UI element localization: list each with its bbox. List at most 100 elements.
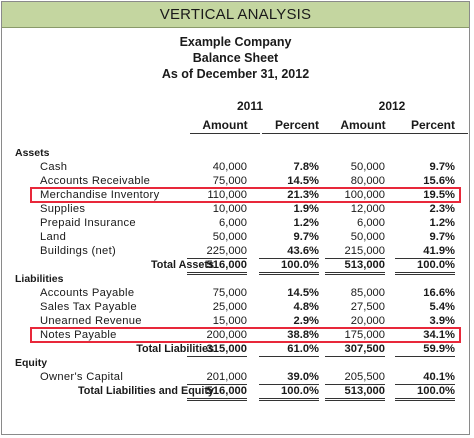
percent-2011-cell: 4.8% bbox=[293, 301, 320, 313]
percent-2011-cell: 43.6% bbox=[259, 244, 319, 259]
section-label: Liabilities bbox=[15, 273, 64, 285]
amount-2012-cell: 100,000 bbox=[344, 189, 385, 201]
amount-2012-cell: 27,500 bbox=[350, 301, 385, 313]
section-header-row: Liabilities bbox=[2, 272, 469, 286]
col-percent-2011: Percent bbox=[262, 118, 332, 134]
row-label: Prepaid Insurance bbox=[40, 217, 136, 229]
percent-2011-cell: 7.8% bbox=[293, 161, 320, 173]
amount-2012-cell: 175,000 bbox=[344, 329, 385, 341]
table-row: Land 50,000 9.7% 50,000 9.7% bbox=[2, 230, 469, 244]
amount-2012-cell: 205,500 bbox=[325, 370, 385, 385]
percent-2011-cell: 1.9% bbox=[293, 203, 320, 215]
percent-2012-cell: 15.6% bbox=[423, 175, 455, 187]
table-row: Buildings (net) 225,000 43.6% 215,000 41.9% bbox=[2, 244, 469, 259]
percent-2011-cell: 14.5% bbox=[287, 287, 319, 299]
amount-2012-cell: 50,000 bbox=[350, 161, 385, 173]
percent-2012-cell: 9.7% bbox=[429, 161, 456, 173]
col-percent-2012: Percent bbox=[398, 118, 468, 134]
row-label: Sales Tax Payable bbox=[40, 301, 137, 313]
row-label: Land bbox=[40, 231, 67, 243]
amount-2012-cell: 80,000 bbox=[350, 175, 385, 187]
row-label: Supplies bbox=[40, 203, 86, 215]
percent-2012-cell: 41.9% bbox=[395, 244, 455, 259]
row-label: Total Assets bbox=[151, 259, 214, 271]
row-label: Merchandise Inventory bbox=[40, 189, 160, 201]
row-label: Buildings (net) bbox=[40, 245, 117, 257]
amount-2011-cell: 516,000 bbox=[187, 258, 247, 275]
percent-2012-cell: 9.7% bbox=[429, 231, 456, 243]
amount-2012-cell: 513,000 bbox=[325, 384, 385, 401]
amount-2012-cell: 20,000 bbox=[325, 314, 385, 329]
row-label: Owner's Capital bbox=[40, 371, 124, 383]
percent-2011-cell: 21.3% bbox=[287, 189, 319, 201]
col-amount-2011: Amount bbox=[190, 118, 260, 134]
percent-2011-cell: 100.0% bbox=[259, 258, 319, 275]
table-row: Owner's Capital 201,000 39.0% 205,500 40.1% bbox=[2, 370, 469, 385]
amount-2011-cell: 110,000 bbox=[207, 189, 247, 201]
company-name: Example Company bbox=[179, 35, 292, 49]
percent-2011-cell: 39.0% bbox=[259, 370, 319, 385]
percent-2011-cell: 100.0% bbox=[259, 384, 319, 401]
table-row: Sales Tax Payable 25,000 4.8% 27,500 5.4% bbox=[2, 300, 469, 314]
amount-2012-cell: 50,000 bbox=[350, 231, 385, 243]
total-row: Total Liabilities and Equity 516,000 100.0… bbox=[2, 384, 469, 401]
amount-2011-cell: 40,000 bbox=[212, 161, 247, 173]
amount-2012-cell: 307,500 bbox=[325, 342, 385, 357]
percent-2012-cell: 40.1% bbox=[395, 370, 455, 385]
percent-2012-cell: 34.1% bbox=[423, 329, 455, 341]
percent-2011-cell: 61.0% bbox=[259, 342, 319, 357]
amount-2012-cell: 6,000 bbox=[357, 217, 385, 229]
table-row: Merchandise Inventory 110,000 21.3% 100,000… bbox=[2, 188, 469, 202]
percent-2012-cell: 100.0% bbox=[395, 384, 455, 401]
table-row: Notes Payable 200,000 38.8% 175,000 34.1% bbox=[2, 328, 469, 342]
percent-2012-cell: 1.2% bbox=[429, 217, 456, 229]
row-label: Notes Payable bbox=[40, 329, 117, 341]
row-label: Accounts Receivable bbox=[40, 175, 151, 187]
statement-title: Balance Sheet bbox=[192, 51, 279, 65]
amount-2011-cell: 75,000 bbox=[212, 175, 247, 187]
amount-2011-cell: 75,000 bbox=[212, 287, 247, 299]
row-label: Total Liabilities bbox=[136, 343, 214, 355]
percent-2012-cell: 5.4% bbox=[429, 301, 456, 313]
percent-2012-cell: 59.9% bbox=[395, 342, 455, 357]
year-2012-header: 2012 bbox=[378, 99, 406, 113]
percent-2012-cell: 19.5% bbox=[423, 189, 455, 201]
amount-2011-cell: 315,000 bbox=[187, 342, 247, 357]
amount-2011-cell: 225,000 bbox=[187, 244, 247, 259]
amount-2012-cell: 12,000 bbox=[350, 203, 385, 215]
percent-2012-cell: 100.0% bbox=[395, 258, 455, 275]
amount-2011-cell: 200,000 bbox=[206, 329, 247, 341]
percent-2012-cell: 16.6% bbox=[423, 287, 455, 299]
statement-date: As of December 31, 2012 bbox=[161, 67, 310, 81]
year-2011-header: 2011 bbox=[236, 99, 264, 113]
percent-2011-cell: 14.5% bbox=[287, 175, 319, 187]
table-row: Supplies 10,000 1.9% 12,000 2.3% bbox=[2, 202, 469, 216]
amount-2012-cell: 215,000 bbox=[325, 244, 385, 259]
percent-2011-cell: 38.8% bbox=[287, 329, 319, 341]
row-label: Accounts Payable bbox=[40, 287, 135, 299]
section-header-row: Assets bbox=[2, 146, 469, 160]
amount-2012-cell: 513,000 bbox=[325, 258, 385, 275]
row-label: Total Liabilities and Equity bbox=[78, 385, 214, 397]
percent-2012-cell: 2.3% bbox=[429, 203, 456, 215]
amount-2011-cell: 201,000 bbox=[187, 370, 247, 385]
amount-2011-cell: 15,000 bbox=[187, 314, 247, 329]
table-row: Cash 40,000 7.8% 50,000 9.7% bbox=[2, 160, 469, 174]
section-label: Equity bbox=[15, 357, 48, 369]
percent-2012-cell: 3.9% bbox=[395, 314, 455, 329]
table-row: Prepaid Insurance 6,000 1.2% 6,000 1.2% bbox=[2, 216, 469, 230]
table-row: Accounts Receivable 75,000 14.5% 80,000 15.6… bbox=[2, 174, 469, 188]
page-banner: VERTICAL ANALYSIS bbox=[2, 2, 469, 28]
amount-2011-cell: 25,000 bbox=[212, 301, 247, 313]
row-label: Cash bbox=[40, 161, 68, 173]
table-row: Accounts Payable 75,000 14.5% 85,000 16.6% bbox=[2, 286, 469, 300]
total-row: Total Assets 516,000 100.0% 513,000 100.0% bbox=[2, 258, 469, 275]
total-row: Total Liabilities 315,000 61.0% 307,500 59.9… bbox=[2, 342, 469, 357]
section-label: Assets bbox=[15, 147, 50, 159]
percent-2011-cell: 1.2% bbox=[293, 217, 320, 229]
col-amount-2012: Amount bbox=[328, 118, 398, 134]
percent-2011-cell: 9.7% bbox=[293, 231, 320, 243]
amount-2011-cell: 50,000 bbox=[212, 231, 247, 243]
table-row: Unearned Revenue 15,000 2.9% 20,000 3.9% bbox=[2, 314, 469, 329]
